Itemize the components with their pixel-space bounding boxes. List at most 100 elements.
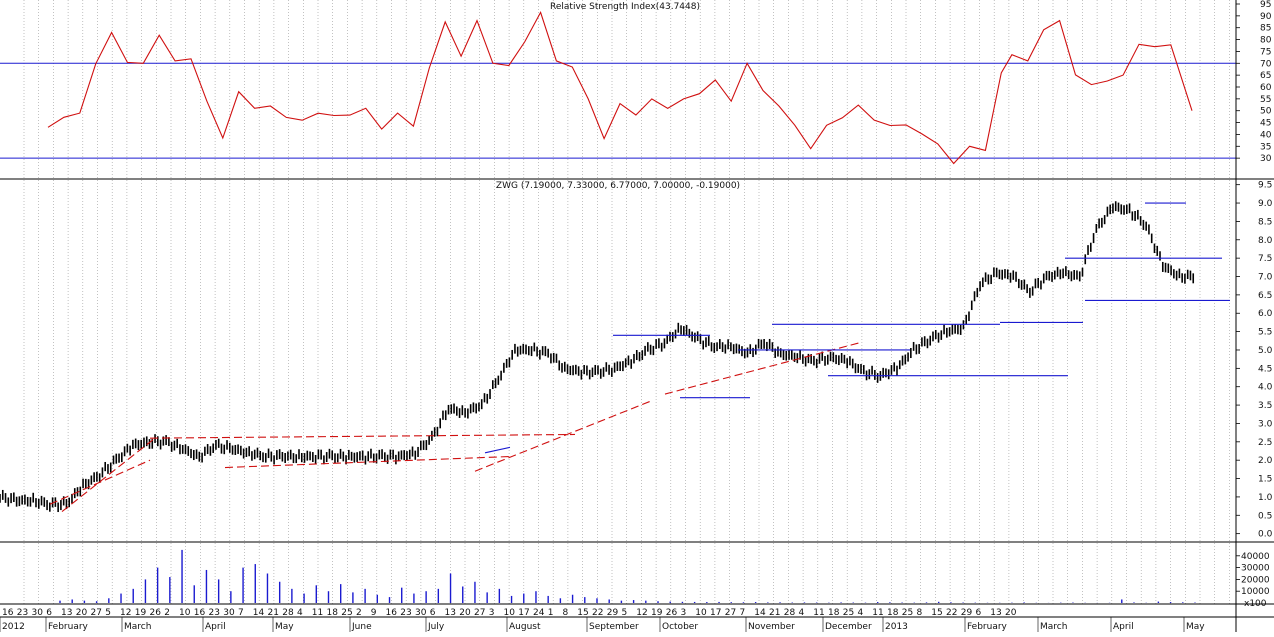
date-tick-label: 30 (415, 608, 427, 618)
date-tick-label: 7 (238, 608, 244, 618)
rsi-tick-label: 85 (1260, 24, 1271, 34)
volume-tick-label: 40000 (1241, 552, 1270, 562)
rsi-tick-label: 60 (1260, 83, 1272, 93)
price-tick-label: 5.5 (1258, 328, 1272, 338)
date-tick-label: 13 (445, 608, 456, 618)
price-tick-label: 0.5 (1258, 511, 1272, 521)
month-label: December (825, 622, 872, 632)
date-tick-label: 21 (769, 608, 780, 618)
date-tick-label: 11 (312, 608, 323, 618)
volume-tick-label: 30000 (1241, 564, 1270, 574)
date-tick-label: 16 (2, 608, 14, 618)
date-tick-label: 7 (740, 608, 746, 618)
price-tick-label: 6.0 (1258, 309, 1273, 319)
date-tick-label: 6 (430, 608, 436, 618)
date-tick-label: 25 (341, 608, 352, 618)
date-tick-label: 4 (297, 608, 303, 618)
price-tick-label: 1.0 (1258, 493, 1273, 503)
date-tick-label: 17 (710, 608, 721, 618)
price-tick-label: 4.0 (1258, 383, 1273, 393)
month-label: September (589, 622, 639, 632)
date-tick-label: 16 (386, 608, 398, 618)
date-tick-label: 23 (209, 608, 220, 618)
date-tick-label: 4 (858, 608, 864, 618)
date-tick-label: 18 (887, 608, 899, 618)
date-tick-label: 18 (828, 608, 840, 618)
price-tick-label: 2.0 (1258, 456, 1273, 466)
date-tick-label: 27 (474, 608, 485, 618)
price-tick-label: 3.0 (1258, 419, 1273, 429)
rsi-series-line (47, 11, 1193, 165)
volume-tick-label: 10000 (1241, 587, 1270, 597)
date-tick-label: 14 (754, 608, 766, 618)
date-tick-label: 3 (489, 608, 495, 618)
price-panel: ZWG (7.19000, 7.33000, 6.77000, 7.00000,… (0, 181, 1273, 540)
price-tick-label: 9.5 (1258, 181, 1272, 191)
date-tick-label: 20 (1005, 608, 1017, 618)
rsi-tick-label: 55 (1260, 95, 1271, 105)
rsi-tick-label: 45 (1260, 119, 1271, 129)
date-tick-label: 20 (459, 608, 471, 618)
date-tick-label: 12 (120, 608, 131, 618)
date-tick-label: 27 (91, 608, 102, 618)
date-tick-label: 25 (902, 608, 913, 618)
month-label: May (275, 622, 294, 632)
month-label: August (509, 622, 541, 632)
price-tick-label: 7.0 (1258, 273, 1273, 283)
rsi-title: Relative Strength Index(43.7448) (550, 2, 700, 12)
month-label: February (48, 622, 89, 632)
month-label: April (1113, 622, 1134, 632)
date-tick-label: 8 (563, 608, 569, 618)
rsi-tick-label: 90 (1260, 12, 1272, 22)
date-tick-label: 5 (105, 608, 111, 618)
price-tick-label: 5.0 (1258, 346, 1273, 356)
date-tick-label: 29 (607, 608, 619, 618)
price-bars (0, 201, 1195, 513)
date-tick-label: 28 (784, 608, 796, 618)
price-tick-label: 3.5 (1258, 401, 1272, 411)
date-tick-label: 24 (533, 608, 545, 618)
date-tick-label: 30 (223, 608, 235, 618)
date-tick-label: 28 (282, 608, 294, 618)
date-tick-label: 14 (253, 608, 265, 618)
volume-bars (59, 549, 1196, 603)
rsi-tick-label: 70 (1260, 59, 1272, 69)
date-tick-label: 30 (32, 608, 44, 618)
rsi-tick-label: 50 (1260, 107, 1272, 117)
date-tick-label: 3 (681, 608, 687, 618)
month-label: November (748, 622, 795, 632)
volume-tick-label: 20000 (1241, 575, 1270, 585)
month-label: 2012 (2, 622, 25, 632)
price-tick-label: 9.0 (1258, 199, 1273, 209)
date-tick-label: 11 (872, 608, 883, 618)
month-label: 2013 (885, 622, 908, 632)
date-tick-label: 15 (577, 608, 588, 618)
month-label: October (662, 622, 698, 632)
date-tick-label: 17 (518, 608, 529, 618)
date-tick-label: 10 (504, 608, 516, 618)
rsi-tick-label: 35 (1260, 142, 1271, 152)
price-tick-label: 6.5 (1258, 291, 1272, 301)
month-label: May (1186, 622, 1205, 632)
rsi-tick-label: 30 (1260, 154, 1272, 164)
date-tick-label: 2 (356, 608, 362, 618)
rsi-panel: Relative Strength Index(43.7448) 95 90 85 8… (0, 0, 1272, 165)
month-label: March (124, 622, 151, 632)
trend-line-rise (474, 400, 651, 472)
date-tick-label: 13 (61, 608, 72, 618)
rsi-tick-label: 95 (1260, 0, 1271, 10)
date-tick-label: 26 (150, 608, 162, 618)
date-tick-label: 27 (725, 608, 736, 618)
price-tick-label: 4.5 (1258, 364, 1272, 374)
date-tick-label: 29 (961, 608, 973, 618)
price-tick-label: 2.5 (1258, 438, 1272, 448)
date-tick-label: 2 (164, 608, 170, 618)
month-label: February (967, 622, 1008, 632)
date-tick-label: 20 (76, 608, 88, 618)
date-tick-label: 11 (813, 608, 824, 618)
price-tick-label: 7.5 (1258, 254, 1272, 264)
